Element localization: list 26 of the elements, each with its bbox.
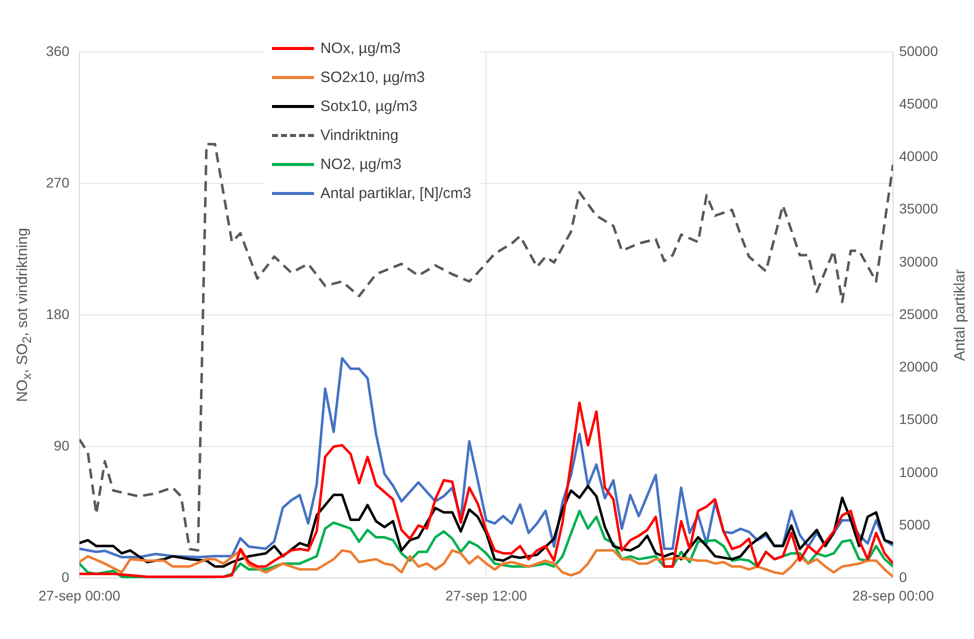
y-tick-label: 360 <box>46 42 70 59</box>
y2-tick-label: 20000 <box>899 358 938 375</box>
y2-tick-label: 50000 <box>899 42 938 59</box>
y2-tick-label: 30000 <box>899 253 938 270</box>
y-tick-label: 270 <box>46 174 70 190</box>
legend-label: NOx, µg/m3 <box>320 40 401 57</box>
x-tick-label: 27-sep 12:00 <box>445 587 528 604</box>
legend-label: NO2, µg/m3 <box>320 156 402 173</box>
y2-tick-label: 10000 <box>899 464 938 480</box>
x-tick-label: 27-sep 00:00 <box>38 587 120 604</box>
legend-label: Sotx10, µg/m3 <box>320 98 418 115</box>
legend-label: Vindriktning <box>320 127 398 144</box>
x-tick-label: 28-sep 00:00 <box>852 587 934 604</box>
y-tick-label: 180 <box>46 306 70 322</box>
y2-tick-label: 25000 <box>899 306 938 322</box>
y2-tick-label: 5000 <box>899 516 930 532</box>
y2-tick-label: 15000 <box>899 411 938 428</box>
y2-tick-label: 0 <box>899 569 908 586</box>
legend-label: SO2x10, µg/m3 <box>320 69 425 86</box>
y2-tick-label: 45000 <box>899 95 938 112</box>
y2-axis-title: Antal partiklar <box>952 269 968 361</box>
y-tick-label: 0 <box>62 569 70 586</box>
legend-label: Antal partiklar, [N]/cm3 <box>320 185 472 202</box>
y2-tick-label: 40000 <box>899 148 938 164</box>
y2-tick-label: 35000 <box>899 200 938 217</box>
y-tick-label: 90 <box>54 438 70 454</box>
